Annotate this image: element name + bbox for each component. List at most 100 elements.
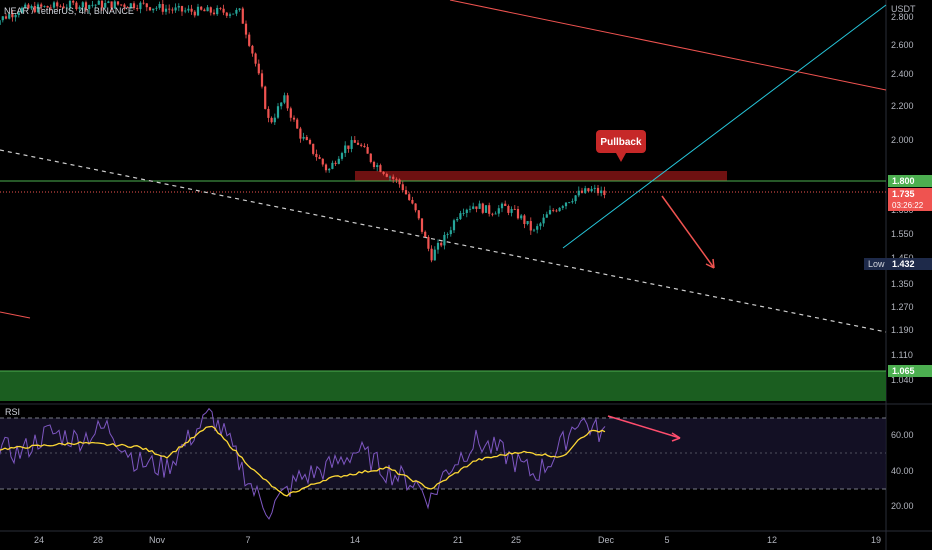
candle-body [200, 6, 203, 10]
candle-body [433, 249, 436, 261]
candle-body [529, 221, 532, 231]
candle-body [366, 147, 369, 154]
candle-body [40, 4, 43, 7]
time-tick: 19 [871, 535, 881, 545]
candle-body [484, 205, 488, 213]
candle-body [212, 12, 216, 15]
candle-body [203, 9, 206, 12]
candle-body [43, 6, 46, 7]
price-tick: 1.550 [891, 229, 914, 239]
candle-body [81, 2, 84, 8]
rsi-line [0, 407, 606, 520]
candle-body [24, 4, 27, 8]
candle-body [340, 153, 344, 159]
pullback-callout[interactable]: Pullback [596, 130, 646, 162]
candle-body [56, 2, 59, 7]
candle-body [168, 8, 171, 10]
rsi-tick: 20.00 [891, 501, 914, 511]
candle-body [347, 145, 350, 149]
candle-body [155, 7, 158, 9]
dashed-trendline [0, 149, 887, 333]
candle-body [62, 6, 65, 9]
candle-body [334, 162, 337, 164]
candle-body [52, 2, 56, 8]
price-tick: 2.000 [891, 135, 914, 145]
price-tick: 1.040 [891, 375, 914, 385]
candle-body [462, 212, 465, 214]
price-pane[interactable] [0, 0, 886, 403]
candle-body [321, 158, 324, 165]
candle-body [481, 203, 484, 213]
candle-body [360, 144, 363, 146]
candle-body [161, 4, 164, 12]
candle-body [571, 201, 574, 203]
candle-body [417, 210, 420, 219]
descending-trendline [449, 0, 887, 91]
candle-body [472, 206, 475, 209]
candle-body [292, 117, 296, 120]
candle-body [139, 2, 142, 10]
candle-body [72, 0, 75, 3]
candle-body [116, 1, 120, 5]
support-price-badge [888, 365, 932, 377]
candle-body [110, 1, 113, 9]
candle-body [225, 12, 228, 16]
candle-body [251, 45, 254, 54]
candle-body [174, 7, 177, 11]
candle-body [238, 8, 241, 10]
symbol-title: NEAR / TetherUS, 4h, BINANCE [4, 6, 134, 16]
candle-body [388, 176, 392, 178]
candle-body [148, 7, 152, 11]
candle-body [65, 7, 68, 9]
forecast-arrow [661, 195, 715, 269]
time-tick: 28 [93, 535, 103, 545]
candle-body [513, 209, 516, 210]
price-axis[interactable]: USDT 2.800 2.600 2.400 2.200 2.000 1.650… [864, 4, 932, 385]
candle-body [209, 7, 212, 13]
candle-body [27, 4, 30, 9]
candle-body [283, 95, 286, 103]
candle-body [600, 190, 603, 194]
candle-body [184, 10, 187, 12]
candle-body [187, 8, 190, 11]
candle-body [289, 108, 292, 118]
candle-body [545, 214, 548, 218]
candle-body [398, 179, 401, 185]
candle-body [113, 1, 116, 9]
price-tick: 1.110 [891, 350, 913, 360]
candle-body [248, 34, 251, 46]
rsi-ma-line [0, 425, 606, 497]
candle-body [488, 205, 491, 214]
candle-body [228, 14, 232, 16]
candle-body [235, 9, 238, 14]
candle-body [440, 242, 443, 246]
candle-body [104, 2, 107, 8]
candle-body [420, 218, 424, 232]
candle-body [30, 6, 33, 9]
candle-body [164, 8, 168, 12]
currency-label: USDT [891, 4, 916, 14]
candle-body [216, 7, 219, 15]
countdown-text: 03:26:22 [892, 201, 924, 210]
candle-body [580, 190, 584, 193]
low-label: Low [868, 259, 885, 269]
candle-body [536, 226, 539, 230]
time-axis[interactable]: 24 28 Nov 7 14 21 25 Dec 5 12 19 [34, 535, 881, 545]
candle-body [507, 205, 510, 213]
rsi-tick: 60.00 [891, 430, 914, 440]
time-tick: 21 [453, 535, 463, 545]
candle-body [369, 153, 372, 162]
candle-body [232, 13, 235, 15]
price-tick: 2.200 [891, 101, 914, 111]
candle-body [264, 86, 267, 109]
current-price-badge [888, 188, 932, 211]
candle-body [302, 136, 305, 139]
candle-body [84, 2, 88, 10]
candle-body [510, 209, 513, 213]
candle-body [516, 209, 520, 219]
rsi-axis[interactable]: 60.00 40.00 20.00 [891, 430, 914, 511]
candle-body [504, 203, 507, 206]
candle-body [446, 234, 449, 235]
